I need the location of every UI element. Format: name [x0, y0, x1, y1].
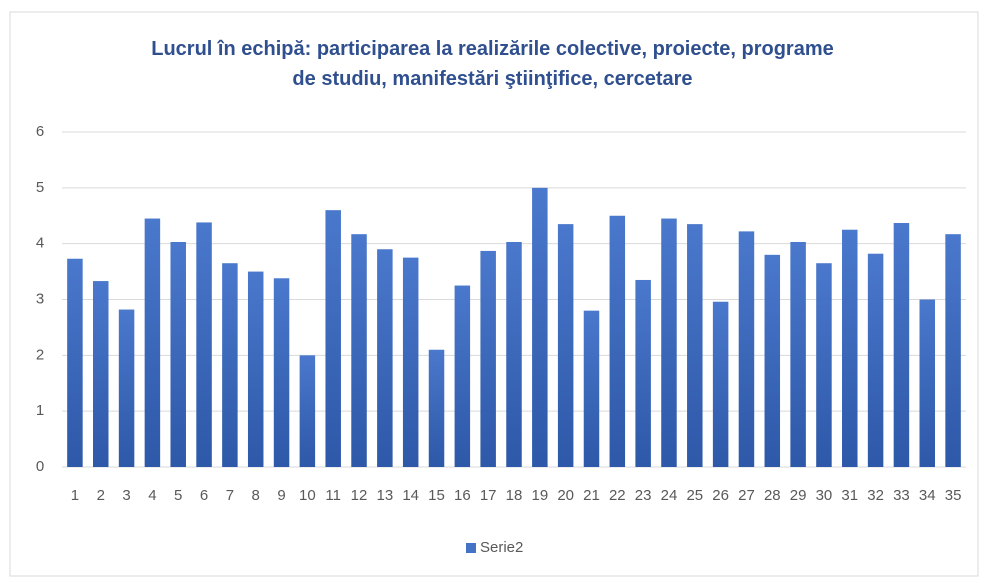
x-tick-label: 31 — [841, 487, 858, 504]
bar — [247, 271, 264, 467]
x-tick-label: 12 — [351, 487, 368, 504]
bar — [118, 309, 135, 467]
chart-title: Lucrul în echipă: participarea la realiz… — [151, 38, 834, 90]
x-tick-label: 15 — [428, 487, 445, 504]
legend-label: Serie2 — [480, 539, 523, 556]
bar — [299, 355, 316, 467]
x-tick-label: 18 — [506, 487, 523, 504]
x-tick-label: 3 — [122, 487, 130, 504]
y-tick-label: 0 — [36, 458, 44, 475]
x-tick-label: 23 — [635, 487, 652, 504]
x-tick-label: 21 — [583, 487, 600, 504]
x-tick-label: 34 — [919, 487, 936, 504]
bar — [790, 241, 806, 467]
x-tick-label: 8 — [252, 487, 260, 504]
y-tick-label: 1 — [36, 402, 44, 419]
bar — [635, 279, 651, 467]
x-tick-label: 17 — [480, 487, 497, 504]
chart-border — [9, 11, 979, 577]
y-tick-label: 2 — [36, 346, 44, 363]
bar — [687, 224, 703, 467]
x-tick-label: 7 — [226, 487, 234, 504]
y-tick-label: 3 — [36, 290, 44, 307]
x-tick-label: 14 — [402, 487, 419, 504]
x-tick-label: 16 — [454, 487, 471, 504]
bar — [842, 229, 858, 467]
x-tick-label: 20 — [557, 487, 574, 504]
x-tick-label: 4 — [148, 487, 156, 504]
bar — [816, 263, 832, 467]
x-tick-label: 19 — [531, 487, 548, 504]
bar — [609, 215, 626, 467]
bar — [506, 241, 522, 467]
bar — [428, 349, 445, 467]
bar — [712, 301, 729, 467]
x-tick-label: 1 — [71, 487, 79, 504]
x-tick-label: 10 — [299, 487, 316, 504]
bar — [867, 253, 884, 467]
bar — [92, 281, 109, 467]
bar — [325, 210, 341, 467]
bar — [144, 218, 161, 467]
bar — [583, 310, 600, 467]
x-tick-label: 25 — [686, 487, 703, 504]
x-tick-label: 26 — [712, 487, 729, 504]
bar — [945, 234, 961, 467]
bar — [764, 254, 781, 467]
x-tick-label: 27 — [738, 487, 755, 504]
bar — [351, 234, 367, 467]
x-tick-label: 22 — [609, 487, 626, 504]
x-tick-label: 9 — [277, 487, 285, 504]
bar — [402, 257, 419, 467]
x-tick-label: 30 — [816, 487, 833, 504]
x-tick-label: 32 — [867, 487, 884, 504]
y-tick-label: 6 — [36, 123, 44, 140]
bar — [454, 285, 471, 467]
bar — [532, 187, 548, 468]
x-tick-label: 5 — [174, 487, 182, 504]
bar — [170, 241, 186, 467]
x-tick-label: 24 — [661, 487, 678, 504]
x-tick-label: 2 — [97, 487, 105, 504]
y-tick-label: 5 — [36, 179, 44, 196]
x-tick-label: 28 — [764, 487, 781, 504]
bar — [557, 224, 574, 467]
bar — [919, 299, 936, 467]
bar — [196, 222, 212, 467]
x-tick-label: 29 — [790, 487, 807, 504]
bar — [377, 249, 393, 467]
bar — [738, 231, 755, 467]
x-tick-label: 33 — [893, 487, 910, 504]
legend-swatch — [466, 543, 476, 553]
x-tick-label: 11 — [325, 487, 341, 504]
x-tick-label: 13 — [377, 487, 394, 504]
bar — [661, 218, 677, 467]
bar — [480, 250, 496, 467]
bar — [893, 223, 910, 467]
x-tick-label: 6 — [200, 487, 208, 504]
bar — [222, 263, 238, 467]
y-tick-label: 4 — [36, 235, 44, 252]
bar — [67, 258, 83, 467]
x-tick-label: 35 — [945, 487, 962, 504]
bar — [273, 278, 290, 467]
